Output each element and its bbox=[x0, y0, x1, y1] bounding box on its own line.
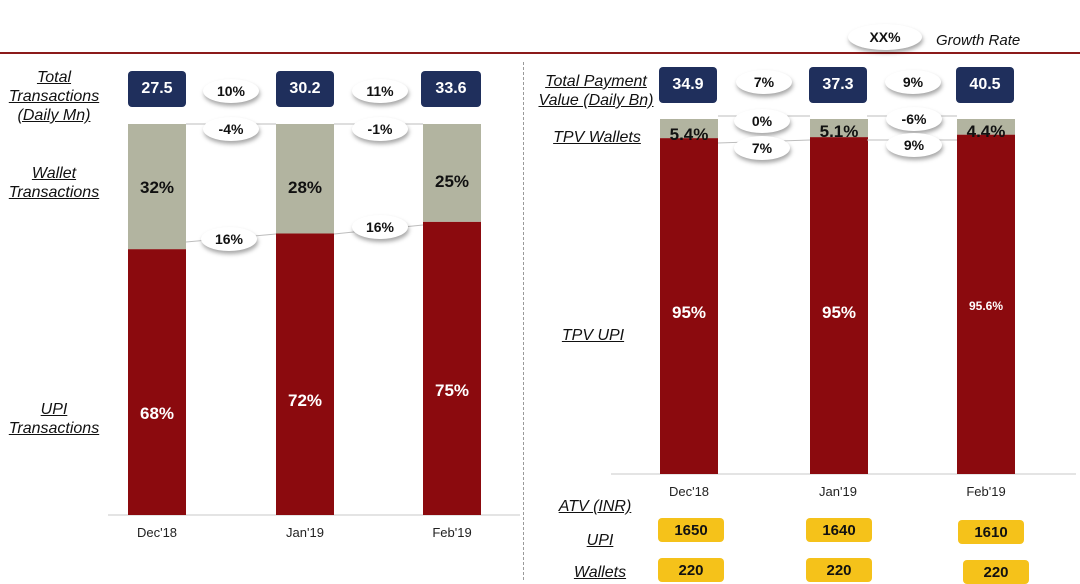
label-upitransactions-jan19: 72% bbox=[288, 391, 322, 410]
left-upi-label: UPI Transactions bbox=[8, 401, 100, 437]
atv-wallets-dec: 220 bbox=[658, 558, 724, 582]
right-total-growth-2: 9% bbox=[885, 70, 941, 94]
label-tpvwallets-jan19: 5.1% bbox=[820, 122, 859, 141]
label-tpvupi-feb19: 95.6% bbox=[969, 299, 1003, 313]
left-upi-growth-2: 16% bbox=[352, 215, 408, 239]
label-upitransactions-feb19: 75% bbox=[435, 381, 469, 400]
right-bars-group: 95% 5.4% 95% 5.1% 95.6% 4.4% bbox=[660, 119, 1015, 474]
left-wallet-growth-1: -4% bbox=[203, 117, 259, 141]
label-wallettransactions-jan19: 28% bbox=[288, 178, 322, 197]
bar-tpvupi-dec18 bbox=[660, 138, 718, 474]
right-wallets-label: TPV Wallets bbox=[553, 129, 641, 146]
right-chart: 95% 5.4% 95% 5.1% 95.6% 4.4% Dec'18 Jan'19 Fe… bbox=[611, 115, 1076, 499]
legend-label: Growth Rate bbox=[936, 32, 1021, 49]
left-total-label: Total Transactions (Daily Mn) bbox=[8, 69, 100, 124]
left-upi-growth-1: 16% bbox=[201, 227, 257, 251]
bar-wallettransactions-jan19 bbox=[276, 124, 334, 234]
bar-upitransactions-feb19 bbox=[423, 221, 481, 515]
right-tick-dec: Dec'18 bbox=[669, 484, 709, 499]
label-wallettransactions-dec18: 32% bbox=[140, 178, 174, 197]
bar-tpvupi-jan19 bbox=[810, 137, 868, 474]
bar-wallettransactions-feb19 bbox=[423, 124, 481, 222]
header-divider bbox=[0, 52, 1080, 54]
right-tick-jan: Jan'19 bbox=[819, 484, 857, 499]
right-total-feb: 40.5 bbox=[956, 67, 1014, 103]
right-upi-label: TPV UPI bbox=[561, 327, 625, 344]
left-bars-group: 68% 32% 72% 28% 75% 25% bbox=[128, 124, 481, 516]
left-total-dec: 27.5 bbox=[128, 71, 186, 107]
bar-tpvwallets-dec18 bbox=[660, 119, 718, 139]
bar-upitransactions-dec18 bbox=[128, 249, 186, 515]
label-upitransactions-dec18: 68% bbox=[140, 404, 174, 423]
right-wallet-growth-2: -6% bbox=[886, 107, 942, 131]
atv-wallets-jan: 220 bbox=[806, 558, 872, 582]
left-total-growth-1: 10% bbox=[203, 79, 259, 103]
left-chart: 68% 32% 72% 28% 75% 25% Dec'18 Jan'19 Feb'19 bbox=[108, 123, 520, 540]
right-upi-growth-2: 9% bbox=[886, 133, 942, 157]
label-tpvupi-dec18: 95% bbox=[672, 303, 706, 322]
right-total-dec: 34.9 bbox=[659, 67, 717, 103]
atv-upi-dec: 1650 bbox=[658, 518, 724, 542]
label-tpvwallets-dec18: 5.4% bbox=[670, 125, 709, 144]
atv-upi-label: UPI bbox=[586, 532, 614, 549]
bar-wallettransactions-dec18 bbox=[128, 124, 186, 250]
atv-label: ATV (INR) bbox=[558, 498, 632, 515]
right-upi-growth-1: 7% bbox=[734, 136, 790, 160]
left-wallet-label: Wallet Transactions bbox=[8, 165, 100, 201]
right-total-jan: 37.3 bbox=[809, 67, 867, 103]
legend-marker: XX% bbox=[848, 24, 922, 50]
left-tick-jan: Jan'19 bbox=[286, 525, 324, 540]
atv-upi-feb: 1610 bbox=[958, 520, 1024, 544]
right-total-growth-1: 7% bbox=[736, 70, 792, 94]
left-total-feb: 33.6 bbox=[421, 71, 481, 107]
left-total-growth-2: 11% bbox=[352, 79, 408, 103]
atv-wallets-feb: 220 bbox=[963, 560, 1029, 584]
panel-divider bbox=[523, 62, 524, 580]
bar-tpvupi-feb19 bbox=[957, 134, 1015, 474]
atv-upi-jan: 1640 bbox=[806, 518, 872, 542]
label-tpvupi-jan19: 95% bbox=[822, 303, 856, 322]
left-wallet-growth-2: -1% bbox=[352, 117, 408, 141]
left-tick-feb: Feb'19 bbox=[432, 525, 471, 540]
right-total-label: Total Payment Value (Daily Bn) bbox=[538, 73, 654, 109]
right-wallet-growth-1: 0% bbox=[734, 109, 790, 133]
bar-upitransactions-jan19 bbox=[276, 233, 334, 516]
label-wallettransactions-feb19: 25% bbox=[435, 172, 469, 191]
bar-tpvwallets-jan19 bbox=[810, 119, 868, 138]
atv-wallets-label: Wallets bbox=[573, 564, 627, 581]
left-tick-dec: Dec'18 bbox=[137, 525, 177, 540]
bar-tpvwallets-feb19 bbox=[957, 119, 1015, 135]
right-tick-feb: Feb'19 bbox=[966, 484, 1005, 499]
left-total-jan: 30.2 bbox=[276, 71, 334, 107]
label-tpvwallets-feb19: 4.4% bbox=[967, 122, 1006, 141]
